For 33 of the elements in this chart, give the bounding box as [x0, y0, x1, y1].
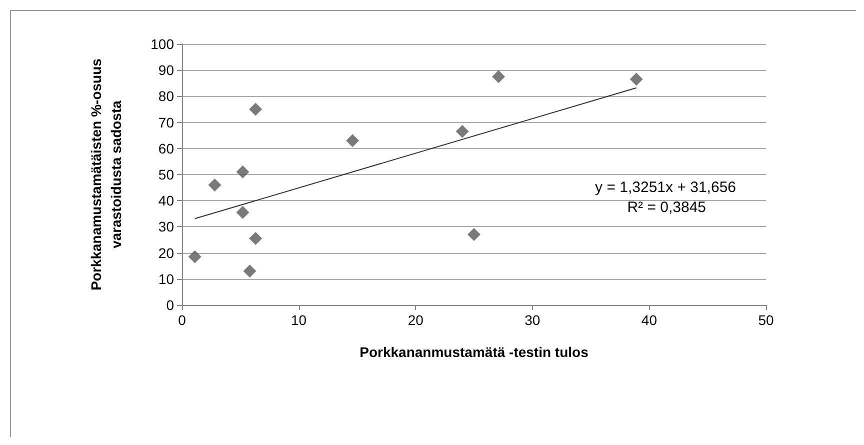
y-tick-label: 80 — [158, 88, 174, 104]
y-tick-label: 20 — [158, 244, 174, 261]
point — [236, 206, 250, 219]
point — [188, 250, 202, 264]
x-tick-label: 50 — [758, 312, 774, 328]
y-tick-label: 90 — [158, 62, 174, 78]
point — [468, 228, 480, 242]
point — [249, 232, 262, 245]
x-tick-label: 30 — [524, 312, 540, 328]
y-tick-label: 70 — [158, 114, 174, 130]
x-axis-title: Porkkananmustamätä -testin tulos — [360, 344, 589, 360]
y-tick-label: 40 — [158, 192, 174, 209]
x-tick-label: 20 — [408, 312, 424, 328]
annotation: y = 1,3251x + 31,656 — [595, 179, 736, 196]
point — [243, 264, 256, 278]
y-tick-label: 60 — [158, 140, 174, 156]
point — [236, 165, 250, 178]
y-tick-label: 100 — [150, 36, 174, 52]
x-tick-label: 0 — [178, 312, 186, 328]
y-tick-label: 10 — [158, 270, 174, 287]
y-tick-label: 50 — [158, 166, 174, 182]
point — [492, 70, 506, 84]
y-tick-label: 0 — [166, 297, 174, 313]
point — [630, 72, 643, 86]
point — [456, 124, 469, 138]
point — [249, 102, 262, 116]
annotation: R² = 0,3845 — [627, 199, 706, 216]
x-tick-label: 40 — [641, 312, 658, 328]
y-tick-label: 30 — [158, 218, 174, 235]
point — [208, 178, 222, 192]
y-axis-title: Porkkanamustamätäisten %-osuus varastoidusta sadosta — [88, 58, 124, 290]
point — [346, 134, 360, 148]
x-tick-label: 10 — [291, 312, 307, 328]
